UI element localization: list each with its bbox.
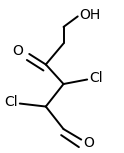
- Text: O: O: [84, 136, 94, 150]
- Text: O: O: [13, 44, 23, 58]
- Text: Cl: Cl: [90, 71, 103, 85]
- Text: Cl: Cl: [4, 95, 17, 109]
- Text: OH: OH: [79, 8, 100, 22]
